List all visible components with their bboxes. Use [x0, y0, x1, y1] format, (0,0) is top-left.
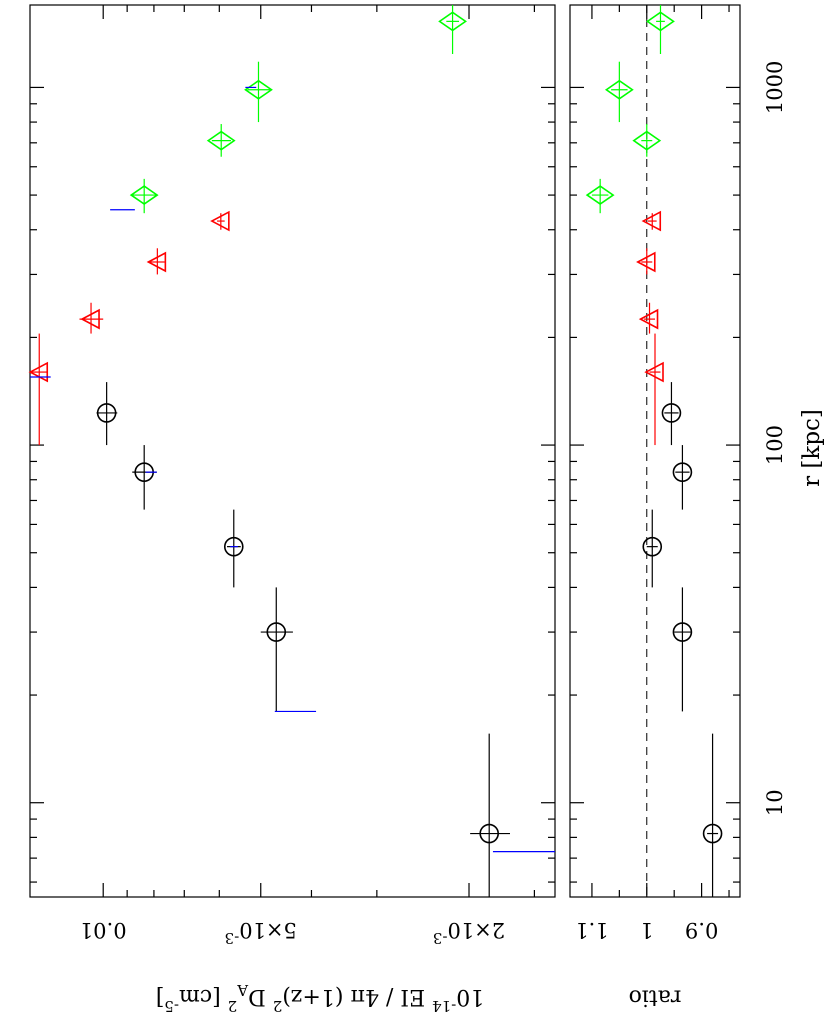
- r-tick-label: 10: [763, 789, 787, 816]
- ratio-triangle-point: [638, 308, 659, 330]
- triangle-point: [210, 210, 230, 232]
- value-axis-label-part: D: [248, 985, 273, 1010]
- value-axis-label-part: 2: [273, 997, 283, 1015]
- circle-point: [96, 403, 117, 423]
- value-tick-exponent: -3: [433, 929, 448, 947]
- ratio-circle-point: [672, 462, 693, 482]
- value-axis-label-part: EI / 4π (1+z): [282, 985, 432, 1010]
- ratio-diamond-point: [632, 130, 662, 151]
- circle-point: [479, 823, 499, 844]
- value-tick-exponent: -3: [225, 929, 240, 947]
- ratio-circle-point: [672, 622, 693, 642]
- ratio-circle-point: [642, 536, 663, 557]
- ratio-circle-point: [702, 823, 723, 844]
- value-axis-label-part: ]: [156, 985, 165, 1010]
- ratio-tick-label: 0.9: [685, 918, 718, 942]
- ratio-circle-point: [661, 403, 682, 423]
- value-axis-label-part: -14: [432, 997, 456, 1015]
- value-tick-mantissa: 2×10: [447, 918, 505, 942]
- ratio-diamond-point: [585, 185, 615, 206]
- ratio-diamond-point: [604, 79, 634, 100]
- triangle-point: [80, 308, 100, 330]
- value-axis-label-part: 2: [228, 997, 238, 1015]
- ratio-axis-label: ratio: [629, 985, 682, 1010]
- value-tick-label: 5×10-3: [225, 918, 297, 947]
- value-tick-mantissa: 0.01: [80, 918, 127, 942]
- value-axis-label-part: 10: [456, 985, 484, 1010]
- value-axis-label-part: [cm: [179, 985, 228, 1010]
- ratio-tick-label: 1: [640, 918, 653, 942]
- ratio-panel-frame: [569, 4, 741, 898]
- r-axis-label: r [kpc]: [799, 409, 825, 487]
- diamond-point: [438, 11, 467, 32]
- ratio-triangle-point: [641, 210, 662, 232]
- value-axis-label-part: A: [237, 981, 249, 999]
- value-tick-mantissa: 5×10: [239, 918, 297, 942]
- r-tick-label: 1000: [763, 61, 787, 114]
- triangle-point: [146, 251, 167, 273]
- diamond-point: [129, 185, 159, 206]
- ratio-triangle-point: [636, 251, 656, 273]
- circle-point: [223, 536, 244, 557]
- diamond-point: [244, 79, 273, 100]
- ratio-diamond-point: [646, 11, 675, 32]
- value-tick-label: 2×10-3: [433, 918, 505, 947]
- main-panel-frame: [29, 4, 556, 898]
- ratio-tick-label: 1.1: [575, 918, 608, 942]
- diamond-point: [206, 130, 236, 151]
- value-axis-label-part: -5: [164, 997, 179, 1015]
- value-axis-label: 10-14 EI / 4π (1+z)2 DA 2 [cm-5]: [156, 981, 485, 1015]
- circle-point: [266, 622, 287, 642]
- ratio-triangle-point: [644, 361, 664, 383]
- r-tick-label: 100: [763, 425, 787, 465]
- value-tick-label: 0.01: [80, 918, 127, 942]
